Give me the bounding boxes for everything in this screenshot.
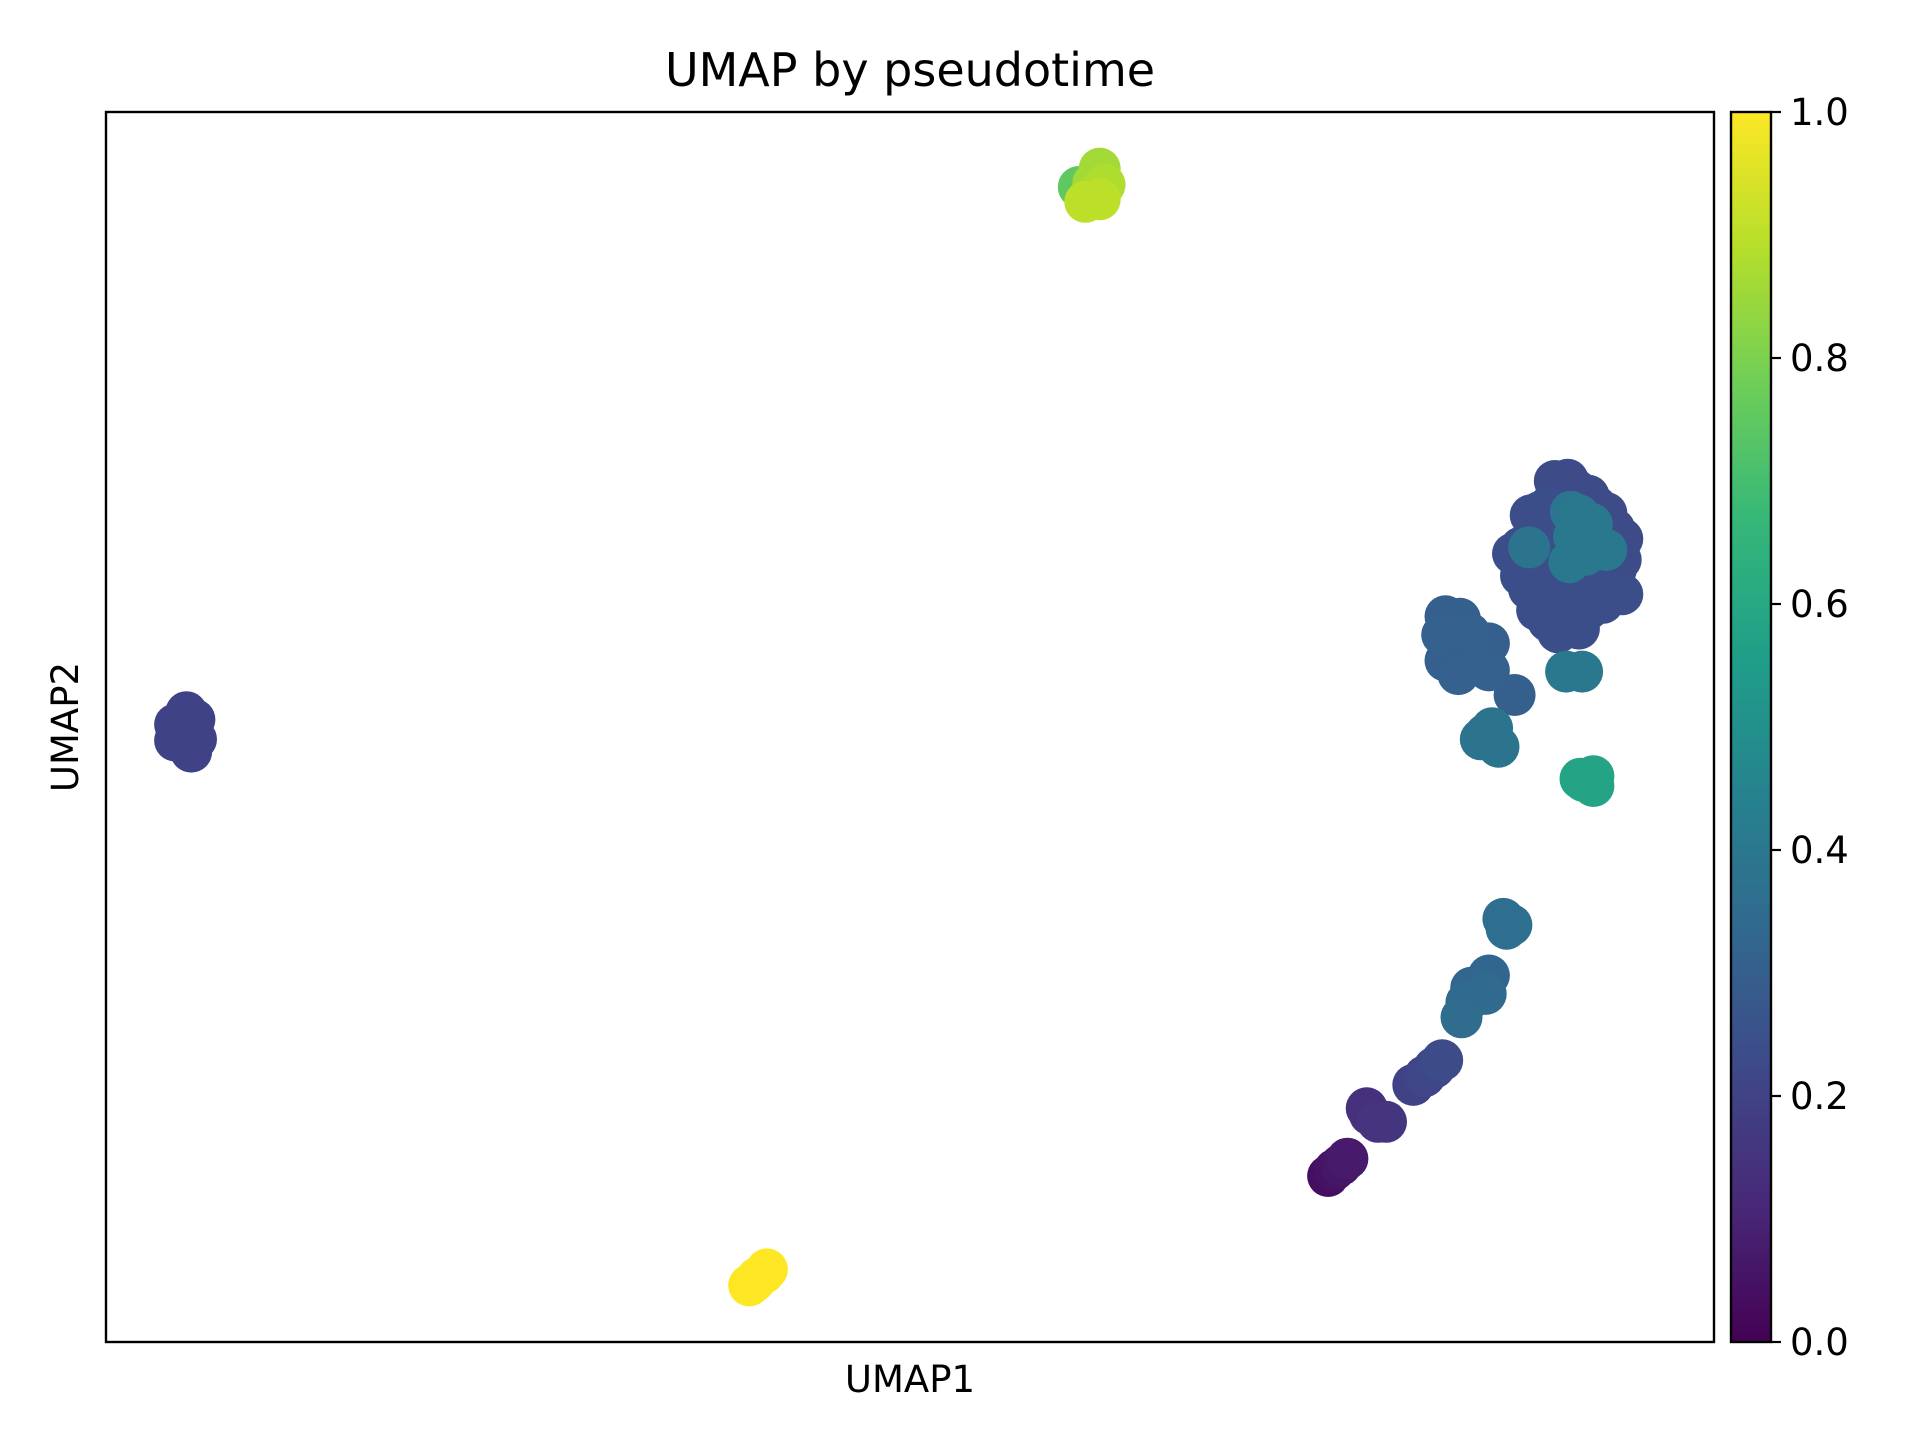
- scatter-point: [1078, 178, 1121, 221]
- chart-title: UMAP by pseudotime: [665, 43, 1155, 97]
- scatter-point: [1464, 713, 1507, 756]
- colorbar: [1729, 110, 1773, 1344]
- scatter-point: [162, 710, 205, 753]
- scatter-point: [1467, 649, 1510, 692]
- colorbar-tick-label: 0.4: [1790, 829, 1849, 872]
- scatter-point: [1421, 613, 1464, 656]
- scatter-point: [1421, 1039, 1464, 1082]
- scatter-point: [1482, 897, 1525, 940]
- scatter-point: [1562, 760, 1605, 803]
- scatter-points: [154, 147, 1644, 1307]
- colorbar-tick-label: 0.2: [1790, 1075, 1849, 1118]
- scatter-point: [1564, 533, 1607, 576]
- scatter-point: [733, 1260, 775, 1303]
- scatter-point: [1437, 653, 1480, 696]
- colorbar-tick-label: 0.6: [1790, 583, 1849, 626]
- colorbar-ticks: 0.0 0.2 0.4 0.6 0.8 1.0: [1771, 91, 1849, 1364]
- scatter-point: [1561, 650, 1604, 693]
- colorbar-tick-label: 1.0: [1790, 91, 1849, 134]
- scatter-point: [1541, 579, 1584, 622]
- scatter-point: [1326, 1137, 1369, 1180]
- plot-frame: [104, 110, 1716, 1344]
- y-axis-label: UMAP2: [44, 662, 87, 792]
- x-axis-label: UMAP1: [845, 1358, 975, 1401]
- scatter-point: [1508, 526, 1551, 569]
- scatter-point: [1440, 996, 1483, 1039]
- scatter-point: [1365, 1100, 1407, 1143]
- colorbar-tick-label: 0.8: [1790, 337, 1849, 380]
- colorbar-tick-label: 0.0: [1790, 1321, 1849, 1364]
